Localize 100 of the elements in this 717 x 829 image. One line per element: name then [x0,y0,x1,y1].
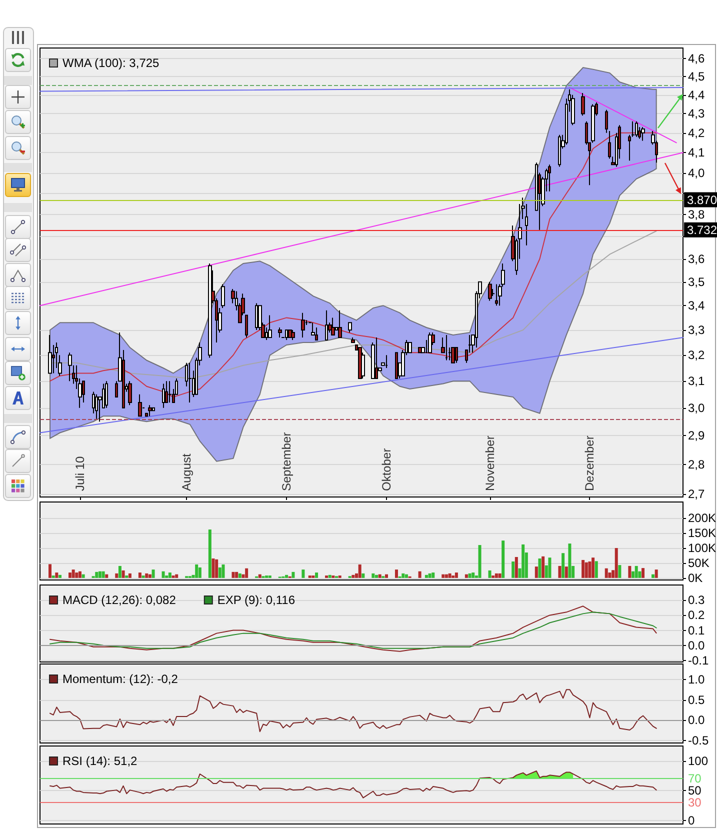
bar [208,529,212,578]
x-tick-label: August [180,452,194,491]
bar [235,572,238,578]
bar [372,573,375,578]
bar [512,561,515,578]
candlestick [105,380,108,408]
bar [534,566,538,578]
bar [472,572,475,578]
ref-line-label: 3.732 [687,222,717,237]
legend-label: MACD (12,26): 0,082 [62,593,176,607]
bar [105,574,108,578]
candlestick [278,327,282,338]
bar [404,574,408,578]
bar [152,570,155,578]
bar [614,548,618,578]
candlestick [291,329,295,340]
bar [634,566,638,578]
y-tick-label: -0.1 [688,653,710,668]
x-tick-label: September [280,432,294,491]
bar [558,566,562,578]
bar [522,544,525,578]
bar [358,564,362,578]
y-tick-label: 0.0 [688,638,706,652]
bar [175,574,178,578]
ref-line-label: 3.870 [687,192,717,207]
candlestick [548,164,551,192]
bar [652,574,655,578]
bar [58,574,62,578]
y-tick-label: 0K [688,570,703,585]
y-tick-label: 4,2 [688,126,706,140]
candlestick [428,332,432,354]
bar [594,561,598,578]
candlestick [558,134,561,168]
ref-line-label: 70 [688,772,702,786]
line-series [49,132,657,398]
bar [464,574,468,578]
bar [432,572,435,578]
bar [215,559,218,578]
legend-label: RSI (14): 51,2 [62,754,138,768]
bar [478,545,482,578]
bar [384,574,388,578]
bar [584,562,588,578]
bar [564,566,568,578]
bar [378,574,382,578]
candlestick [635,120,638,138]
candlestick [301,312,305,338]
y-tick-label: -0.5 [688,734,710,748]
bar [498,573,502,578]
candlestick [488,281,492,302]
bar [588,561,592,578]
y-tick-label: 100K [688,541,716,556]
candlestick [138,394,142,417]
line-series [49,612,657,649]
bar [374,574,378,578]
candlestick [208,262,212,358]
bar [138,572,142,578]
y-tick-label: 3,5 [688,274,706,289]
bar [514,556,518,578]
y-tick-label: 4,6 [688,52,706,66]
bar [418,571,422,578]
y-tick-label: 2,9 [688,428,706,443]
y-tick-label: 3,6 [688,252,706,266]
y-tick-label: 0.5 [688,692,706,707]
candlestick [331,317,335,336]
y-tick-label: 4,1 [688,146,706,160]
candlestick [162,383,165,408]
bar [592,558,595,578]
bar [428,573,432,578]
legend-label: WMA (100): 3,725 [62,56,160,70]
y-tick-label: 50 [688,784,702,798]
candlestick [371,342,375,379]
y-tick-label: 2,7 [688,486,706,501]
legend-label: EXP (9): 0,116 [217,593,296,607]
y-tick-label: 4,0 [688,166,706,180]
bar [55,572,58,578]
y-tick-label: 3,8 [688,208,706,222]
bar [218,567,222,578]
candlestick [375,336,378,379]
bar [628,566,632,578]
bar [168,572,172,578]
y-tick-label: 0.1 [688,623,706,638]
candlestick [455,347,458,364]
y-tick-label: 1.0 [688,672,706,686]
candlestick [445,334,448,361]
y-tick-label: 3,1 [688,374,706,388]
bar [72,570,75,578]
bar [494,573,498,578]
bar [102,571,105,578]
candlestick [395,352,398,379]
candlestick [351,336,355,343]
bar [302,570,305,578]
y-tick-label: 0.3 [688,593,706,608]
y-tick-label: 0.2 [688,608,706,622]
candlestick [408,342,412,354]
bar [582,560,585,578]
candlestick [221,284,225,309]
candlestick [168,380,172,403]
bar [115,573,118,578]
bar [568,544,572,578]
candlestick [268,314,272,338]
